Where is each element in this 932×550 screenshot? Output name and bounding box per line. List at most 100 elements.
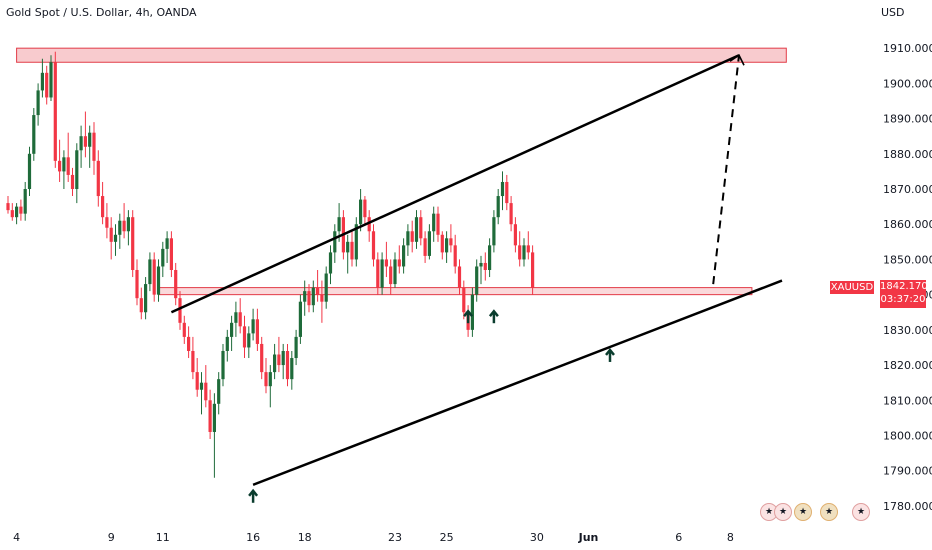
candle-body [268,372,272,387]
up-arrow-icon [605,347,615,356]
x-tick-label: 9 [108,531,115,544]
candle-body [165,238,169,249]
candle-body [101,196,105,218]
candle-body [66,157,70,175]
candle-body [505,181,509,204]
y-tick-label: 1780.000 [883,500,932,513]
resistance-zone [16,47,787,63]
x-tick-label: 11 [156,531,170,544]
candle-body [432,213,436,232]
candle-body [475,266,479,295]
y-tick-label: 1890.000 [883,113,932,126]
candle-body [169,238,173,270]
candle-body [410,231,414,242]
candle-body [131,217,135,270]
candle-body [221,350,225,380]
candle-body [281,350,285,366]
projection-arrow [712,55,740,285]
up-arrow-icon [488,309,499,317]
candle-body [242,326,247,348]
candle-body [354,224,358,260]
candle-body [118,220,122,235]
candle-body [303,291,307,302]
candle-body [414,217,419,242]
candle-body [479,262,483,267]
candle-body [298,301,302,337]
candle-body [367,217,371,232]
candle-body [126,217,130,232]
candle-body [264,372,268,387]
candle-body [492,217,496,246]
y-tick-label: 1870.000 [883,183,932,196]
candle-body [277,354,281,366]
candle-body [457,266,462,288]
candle-body [247,333,251,348]
candle-body [6,203,10,211]
candle-body [36,90,40,116]
flag-usa-icon[interactable]: ★ [852,503,870,521]
candle-body [371,231,376,260]
candle-body [225,336,229,351]
candle-body [88,132,92,147]
y-tick-label: 1800.000 [883,429,932,442]
upper-channel-line [170,54,740,314]
y-tick-label: 1900.000 [883,77,932,90]
candle-body [333,231,337,253]
candle-body [45,72,49,98]
candle-body [19,206,23,214]
candle-body [32,115,36,154]
candle-body [513,224,517,246]
candle-body [328,252,333,274]
projection-arrowhead [729,54,745,66]
candle-body [79,136,83,151]
flag-usa-icon[interactable]: ★ [760,503,778,521]
candle-body [376,259,380,288]
candle-body [423,238,427,256]
zones-layer [16,47,787,296]
symbol-tag: XAUUSD [830,280,880,308]
candle-body [96,160,100,197]
candle-body [161,248,165,267]
x-axis: 4 9 11 16 18 23 25 30 Jun 6 8 [13,531,734,544]
x-tick-label: 23 [388,531,402,544]
candle-body [109,227,113,242]
candle-body [260,343,264,373]
candle-body [324,273,328,302]
candle-body [483,262,487,270]
candle-body [531,252,535,288]
candle-body [156,266,161,295]
candle-body [488,245,492,270]
candle-body [350,241,354,260]
candle-body [307,291,311,306]
flag-usa-icon[interactable]: ★ [820,503,838,521]
candles-layer [6,51,535,478]
y-tick-label: 1820.000 [883,359,932,372]
candle-body [204,382,208,401]
chart-title: Gold Spot / U.S. Dollar, 4h, OANDA [6,6,197,19]
candle-body [436,213,440,235]
bar-countdown: 03:37:20 [880,294,926,305]
y-tick-label: 1880.000 [883,148,932,161]
candle-body [53,62,57,161]
candle-body [92,132,96,161]
x-tick-label: 25 [440,531,454,544]
candle-body [15,206,19,218]
y-tick-label: 1810.000 [883,394,932,407]
candle-body [526,245,530,253]
x-tick-label: Jun [578,531,599,544]
y-tick-label: 1910.000 [883,42,932,55]
candle-body [522,245,526,260]
x-tick-label: 6 [675,531,682,544]
candle-body [178,298,182,323]
candle-body [251,319,255,334]
candle-body [122,220,126,232]
candle-body [144,284,148,313]
flag-usa-icon[interactable]: ★ [794,503,812,521]
x-tick-label: 30 [530,531,544,544]
candle-body [496,196,500,218]
x-tick-label: 18 [298,531,312,544]
flag-usa-icon[interactable]: ★ [774,503,792,521]
candle-body [152,259,156,295]
drawings-layer [170,54,783,503]
